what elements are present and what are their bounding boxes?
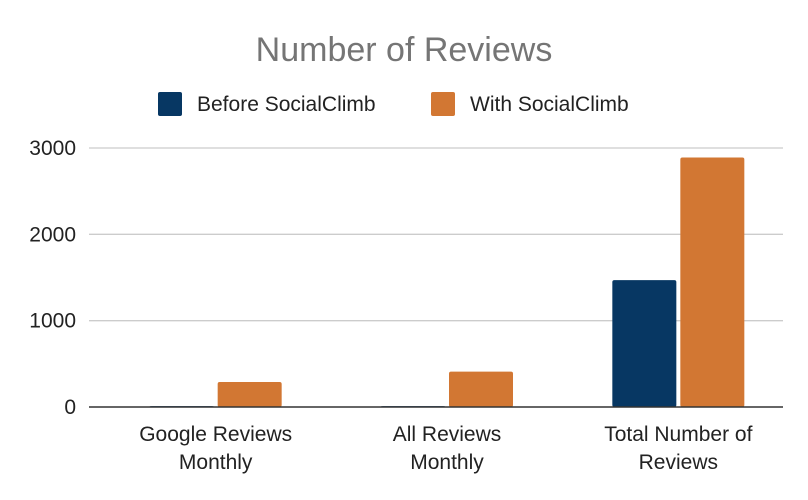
x-axis-category-labels: Google Reviews Monthly All Reviews Monthly T… <box>139 423 752 474</box>
legend-item-with[interactable]: With SocialClimb <box>431 92 629 116</box>
legend-item-before[interactable]: Before SocialClimb <box>158 92 376 116</box>
legend-label-with: With SocialClimb <box>470 93 629 116</box>
x-category-label: Total Number of Reviews <box>604 423 752 474</box>
legend-label-before: Before SocialClimb <box>197 93 376 116</box>
bars <box>149 157 745 408</box>
x-category-label: All Reviews Monthly <box>393 423 502 474</box>
legend-swatch-before <box>158 92 182 116</box>
bar-before-2[interactable] <box>612 280 677 407</box>
legend-swatch-with <box>431 92 455 116</box>
y-tick-label: 3000 <box>29 137 76 160</box>
bar-with-0[interactable] <box>217 381 282 407</box>
x-category-label: Google Reviews Monthly <box>139 423 292 474</box>
gridlines <box>89 147 783 322</box>
chart-title: Number of Reviews <box>256 31 553 69</box>
y-axis-tick-labels: 0 1000 2000 3000 <box>29 137 76 419</box>
bar-with-1[interactable] <box>449 371 513 407</box>
y-tick-label: 2000 <box>29 223 76 246</box>
y-tick-label: 0 <box>64 396 76 419</box>
y-tick-label: 1000 <box>29 310 76 333</box>
legend: Before SocialClimb With SocialClimb <box>158 92 629 116</box>
bar-with-2[interactable] <box>680 157 745 407</box>
